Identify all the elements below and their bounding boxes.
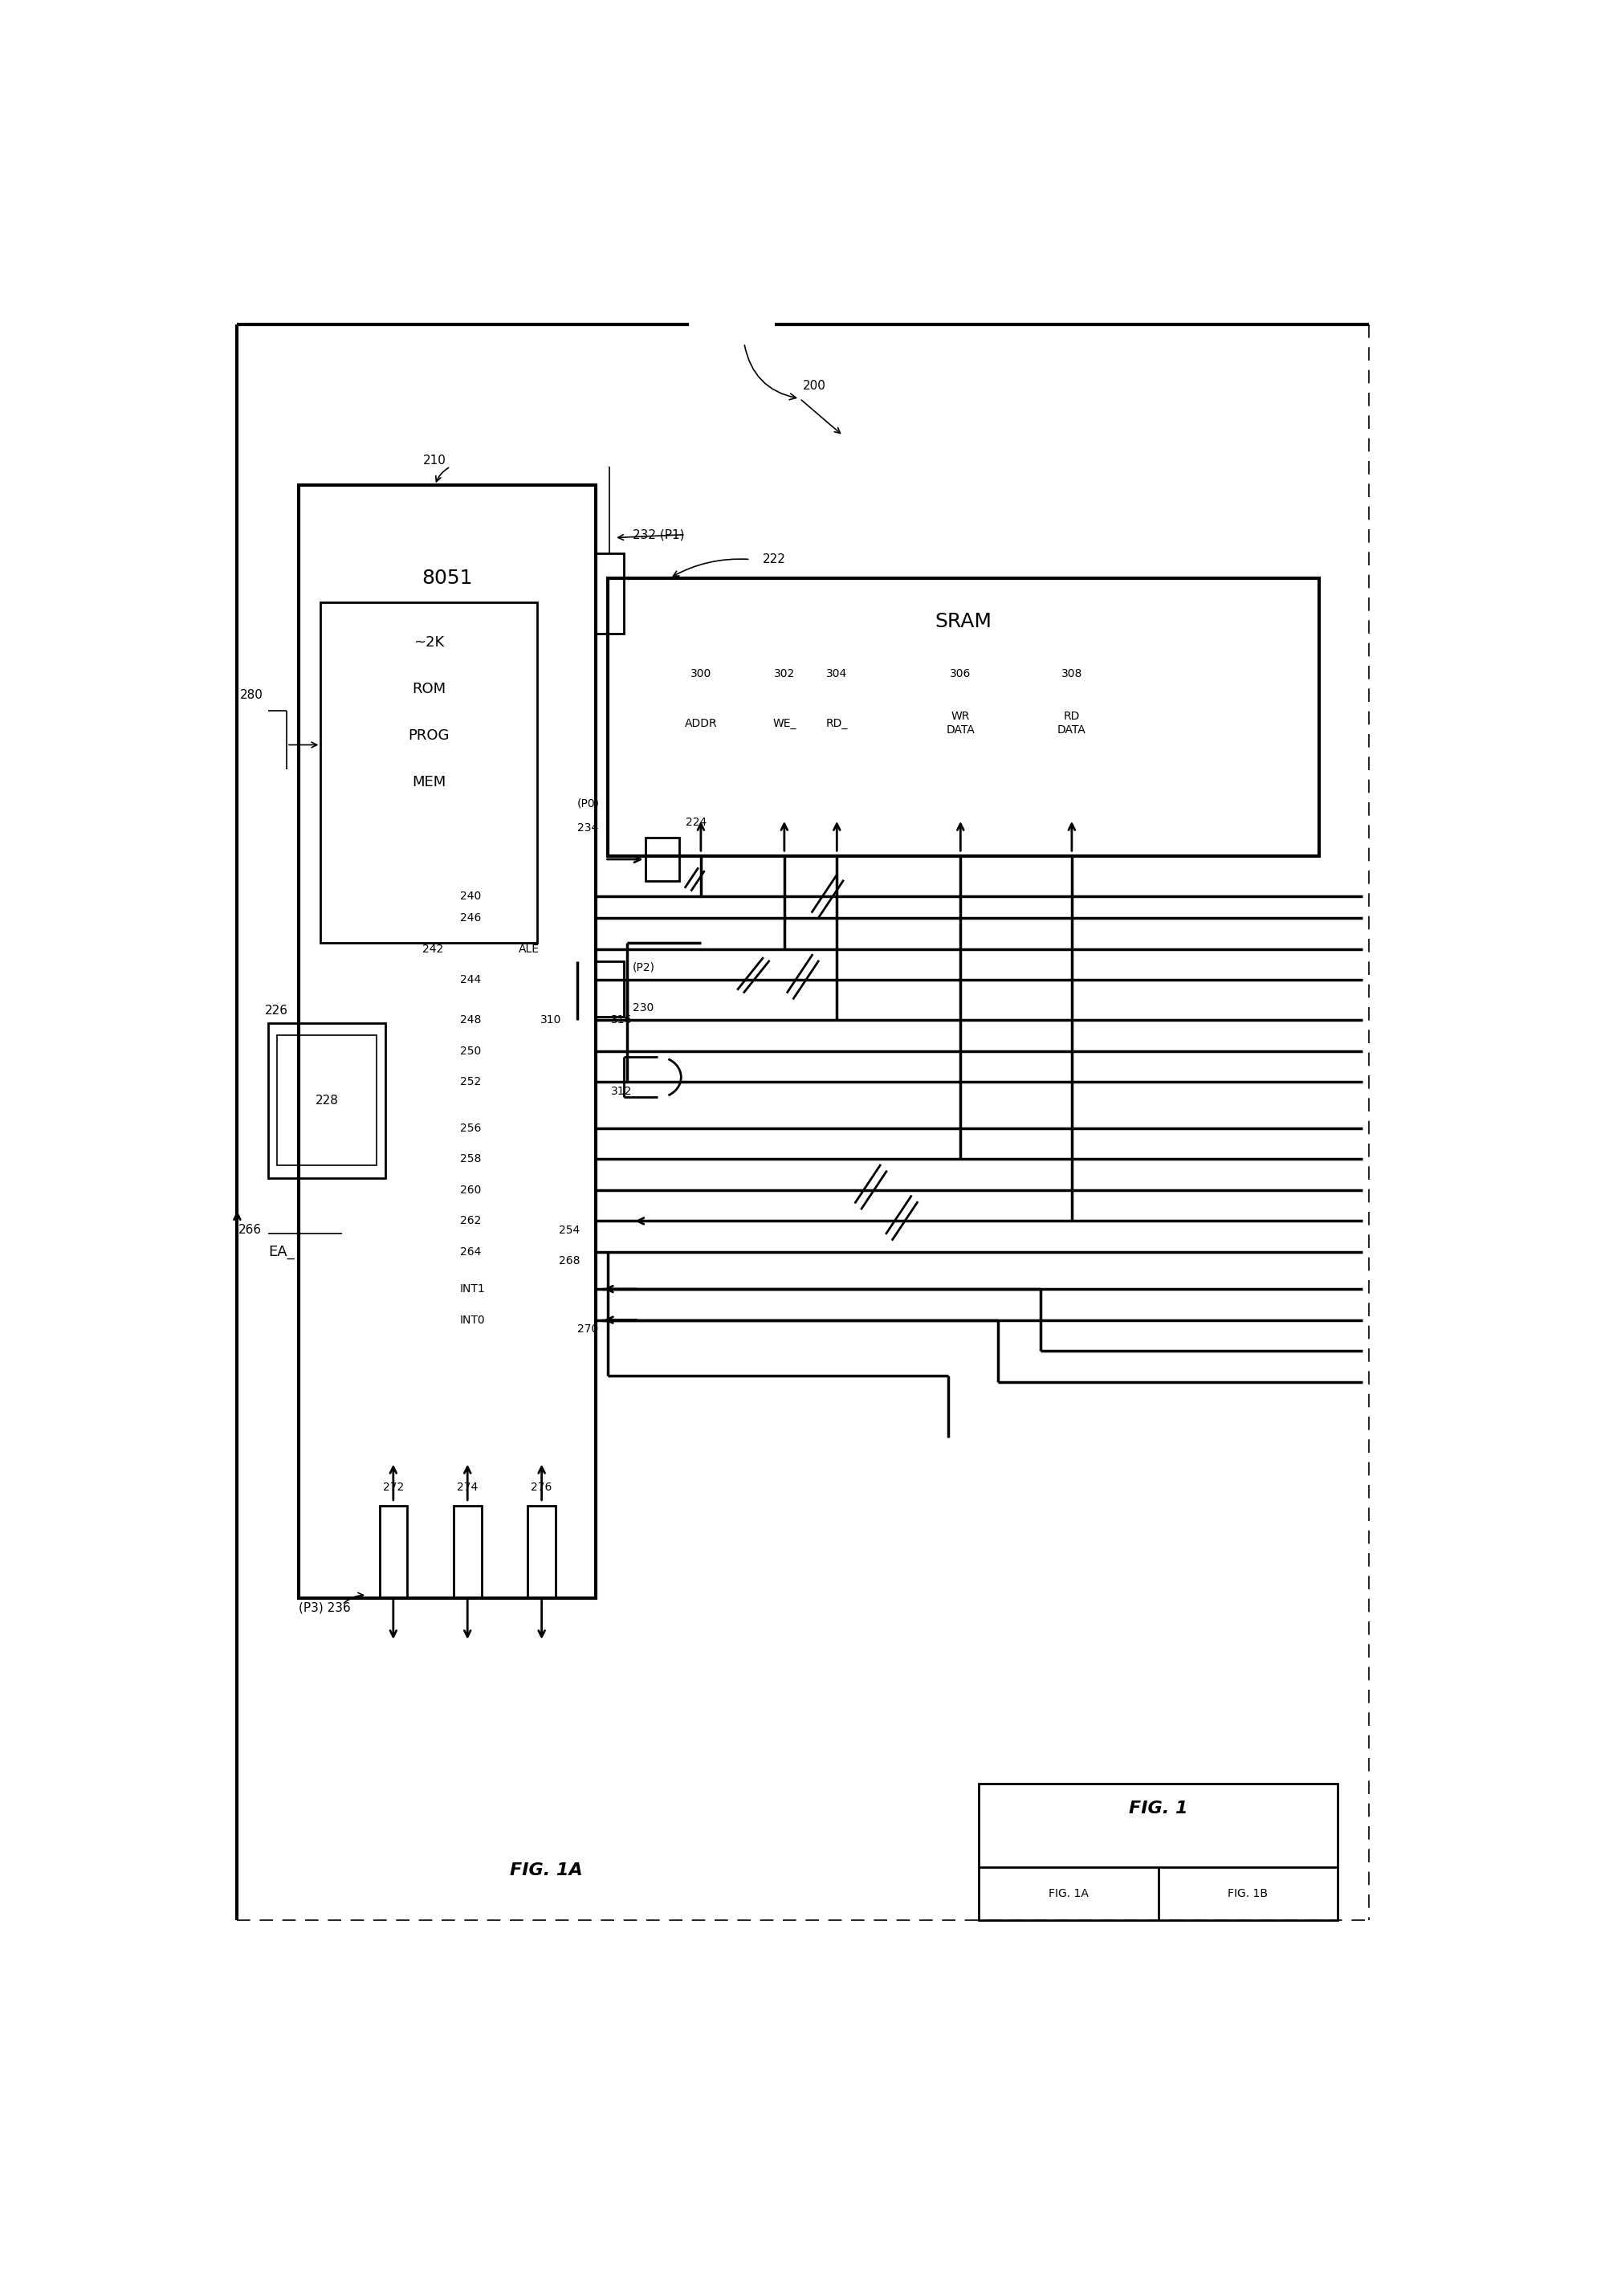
Text: 316: 316 [611,1015,632,1026]
Bar [978,1784,1337,1919]
Bar [299,484,595,1598]
Text: PROG: PROG [407,728,450,744]
Text: 302: 302 [773,668,794,680]
Text: RD_: RD_ [825,719,847,728]
Text: 240: 240 [459,891,480,902]
Text: 224: 224 [686,817,707,829]
Bar [608,579,1318,856]
Text: 200: 200 [802,381,826,393]
Text: 304: 304 [826,668,847,680]
Text: ALE: ALE [517,944,538,955]
Text: 280: 280 [241,689,264,700]
Bar [320,602,537,944]
Text: 264: 264 [459,1247,480,1258]
Text: 262: 262 [459,1215,480,1226]
Text: FIG. 1B: FIG. 1B [1227,1887,1268,1899]
Text: SRAM: SRAM [935,611,991,631]
Text: (P3) 236: (P3) 236 [299,1603,351,1614]
Text: 300: 300 [690,668,711,680]
Text: WE_: WE_ [771,719,796,728]
Bar [277,1035,377,1166]
Text: 254: 254 [558,1224,579,1235]
Text: 230: 230 [632,1001,653,1013]
Text: (P2): (P2) [632,962,655,974]
Text: 250: 250 [459,1045,480,1056]
Text: ROM: ROM [412,682,446,696]
Text: 268: 268 [558,1256,579,1267]
Text: FIG. 1A: FIG. 1A [1048,1887,1088,1899]
Text: 228: 228 [315,1095,338,1107]
Text: FIG. 1A: FIG. 1A [509,1862,582,1878]
Text: 234: 234 [577,822,598,833]
Text: 266: 266 [238,1224,262,1235]
Text: RD
DATA: RD DATA [1058,712,1085,735]
Text: ADDR: ADDR [684,719,716,728]
Bar [527,1506,555,1598]
Text: MEM: MEM [412,774,446,790]
Text: EA_: EA_ [268,1244,294,1258]
Text: 256: 256 [459,1123,480,1134]
Bar [595,962,623,1017]
Text: 310: 310 [540,1015,561,1026]
Text: 226: 226 [265,1006,288,1017]
Text: 272: 272 [383,1481,404,1492]
Text: 276: 276 [530,1481,551,1492]
Bar [453,1506,482,1598]
Text: 8051: 8051 [422,569,472,588]
Text: 312: 312 [611,1086,632,1097]
Text: 260: 260 [459,1185,480,1196]
Text: 242: 242 [422,944,443,955]
Text: 258: 258 [459,1153,480,1164]
Text: WR
DATA: WR DATA [946,712,975,735]
Text: 222: 222 [762,553,786,565]
Bar [378,1506,407,1598]
Text: FIG. 1: FIG. 1 [1129,1800,1187,1816]
Text: 248: 248 [459,1015,480,1026]
Text: 252: 252 [459,1077,480,1088]
Text: 274: 274 [456,1481,477,1492]
Text: 210: 210 [422,455,446,466]
Text: 308: 308 [1061,668,1082,680]
Bar [268,1024,385,1178]
Bar [645,838,679,882]
Text: INT0: INT0 [459,1313,485,1325]
Bar [595,553,623,634]
Text: 246: 246 [459,912,480,923]
Text: 270: 270 [577,1322,598,1334]
Text: (P0): (P0) [577,799,600,808]
Text: 306: 306 [949,668,970,680]
Text: 232 (P1): 232 (P1) [632,528,684,540]
Text: INT1: INT1 [459,1283,485,1295]
Text: 244: 244 [459,974,480,985]
Text: ~2K: ~2K [414,636,445,650]
